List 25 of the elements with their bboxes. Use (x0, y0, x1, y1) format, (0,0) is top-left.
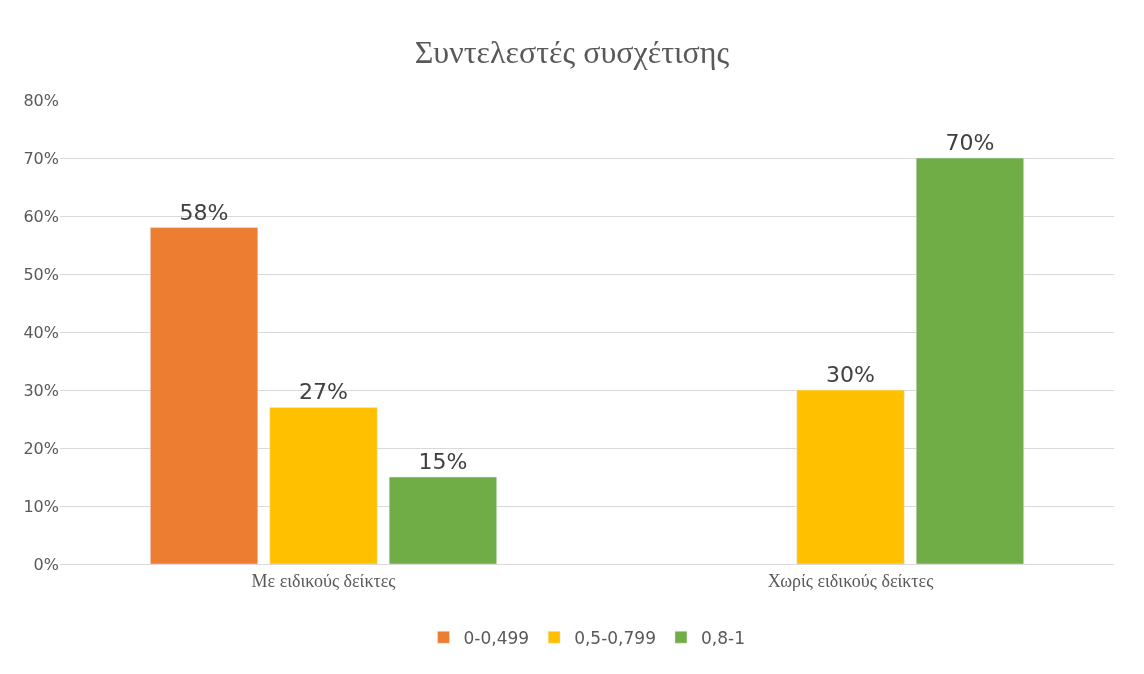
data-label: 30% (826, 362, 875, 387)
y-tick-label: 10% (23, 496, 59, 516)
data-label: 27% (299, 379, 348, 405)
chart-title: Συντελεστές συσχέτισης (414, 33, 730, 70)
y-tick-label: 0% (33, 554, 59, 574)
legend-label: 0-0,499 (463, 627, 530, 648)
y-tick-label: 40% (23, 322, 59, 342)
data-label: 58% (179, 199, 229, 225)
y-tick-label: 20% (23, 438, 59, 458)
bar (796, 389, 905, 564)
y-tick-label: 30% (23, 380, 59, 400)
bar (150, 227, 259, 564)
x-tick-label: Με ειδικούς δείκτες (251, 570, 396, 591)
bar (388, 476, 497, 564)
bar (269, 407, 378, 564)
legend-label: 0,5-0,799 (574, 627, 656, 648)
data-label: 15% (418, 449, 468, 474)
data-label: 70% (945, 130, 995, 155)
x-tick-label: Χωρίς ειδικούς δείκτες (767, 570, 934, 591)
y-tick-label: 70% (23, 148, 59, 168)
y-tick-label: 60% (23, 206, 59, 226)
y-tick-label: 50% (23, 264, 59, 284)
bar (915, 157, 1024, 564)
legend-label: 0,8-1 (700, 627, 745, 648)
y-tick-label: 80% (23, 90, 59, 110)
